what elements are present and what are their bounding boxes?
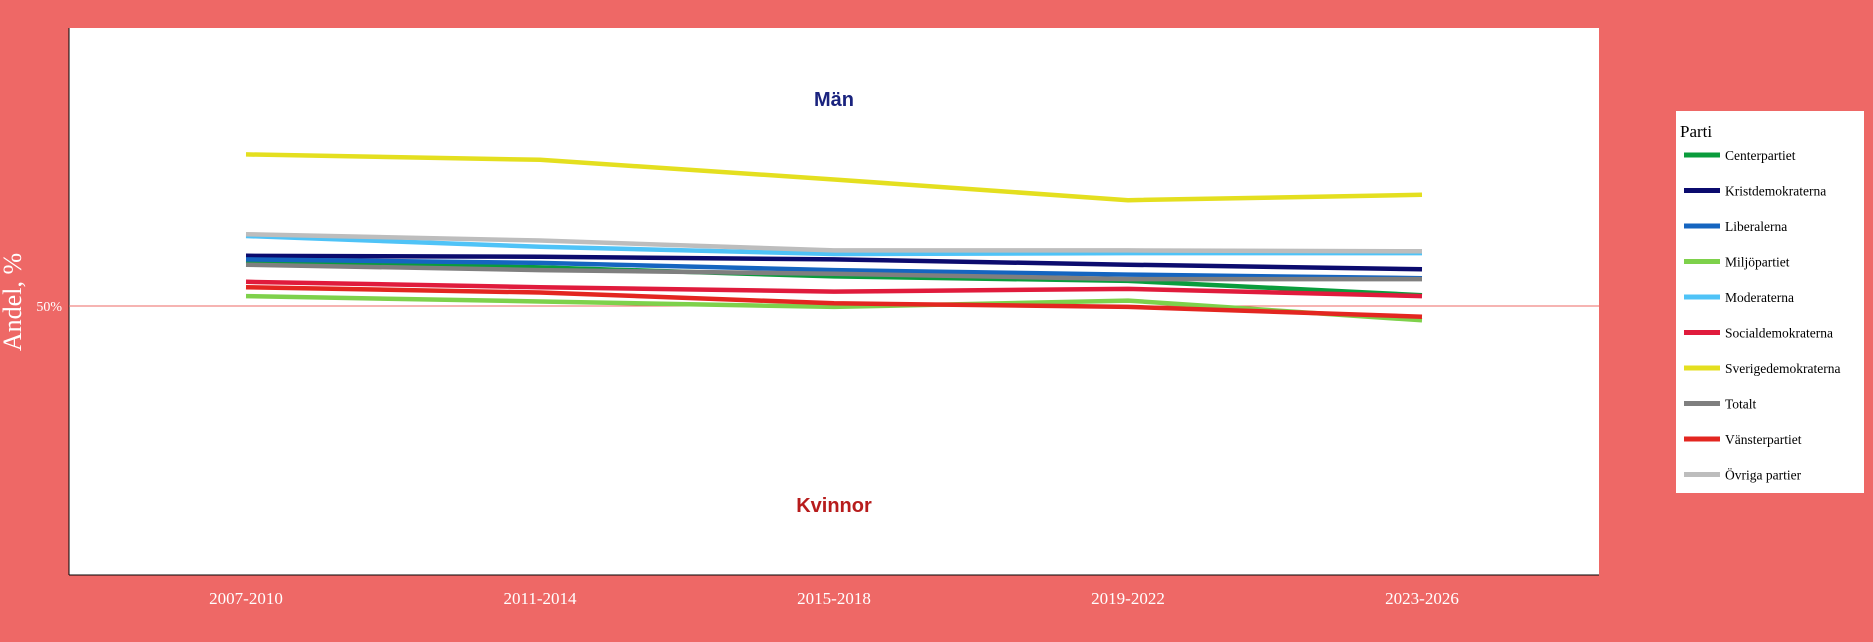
legend-items: Centerpartiet Kristdemokraterna Liberalern… [1684,148,1840,483]
series-line-vänsterpartiet [245,284,1423,319]
x-tick-label: 2023-2026 [1385,589,1459,608]
legend-item: Centerpartiet [1684,148,1796,163]
legend-label: Totalt [1725,397,1757,412]
legend-item: Vänsterpartiet [1684,432,1802,447]
legend-label: Kristdemokraterna [1725,184,1826,199]
legend-title: Parti [1680,122,1712,141]
legend-item: Kristdemokraterna [1684,184,1826,199]
annotation-men: Män [814,89,854,111]
annotation-women: Kvinnor [796,495,872,517]
x-tick-label: 2007-2010 [209,589,283,608]
legend-label: Sverigedemokraterna [1725,361,1840,376]
x-tick-label: 2015-2018 [797,589,871,608]
series-line-övriga-partier [245,231,1423,254]
legend-item: Sverigedemokraterna [1684,361,1840,376]
legend-item: Totalt [1684,397,1757,412]
legend-label: Övriga partier [1725,468,1802,483]
legend-label: Moderaterna [1725,290,1794,305]
legend-label: Liberalerna [1725,219,1787,234]
legend-box [1676,111,1864,493]
legend-item: Moderaterna [1684,290,1794,305]
series-line-moderaterna [245,233,1422,257]
series-line-totalt [245,262,1422,282]
legend-label: Socialdemokraterna [1725,326,1833,341]
legend-label: Vänsterpartiet [1725,432,1802,447]
reference-line-label: 50% [36,300,62,315]
x-axis-tick-labels: 2007-2010 2011-2014 2015-2018 2019-2022 2023… [209,589,1459,608]
x-tick-label: 2019-2022 [1091,589,1165,608]
legend-item: Miljöpartiet [1684,255,1790,270]
legend-item: Övriga partier [1684,468,1802,483]
y-axis-title: Andel, % [0,253,27,351]
series-line-miljöpartiet [245,293,1423,323]
x-tick-label: 2011-2014 [503,589,577,608]
series-line-liberalerna [245,257,1423,281]
legend-item: Socialdemokraterna [1684,326,1833,341]
series-line-kristdemokraterna [245,253,1423,272]
legend-label: Miljöpartiet [1725,255,1790,270]
legend-item: Liberalerna [1684,219,1787,234]
series-line-centerpartiet [245,258,1423,298]
legend-label: Centerpartiet [1725,148,1796,163]
series-lines [245,152,1423,323]
series-line-socialdemokraterna [245,279,1423,299]
legend: Parti Centerpartiet Kristdemokraterna Libe… [1676,111,1864,493]
series-line-sverigedemokraterna [245,152,1423,203]
